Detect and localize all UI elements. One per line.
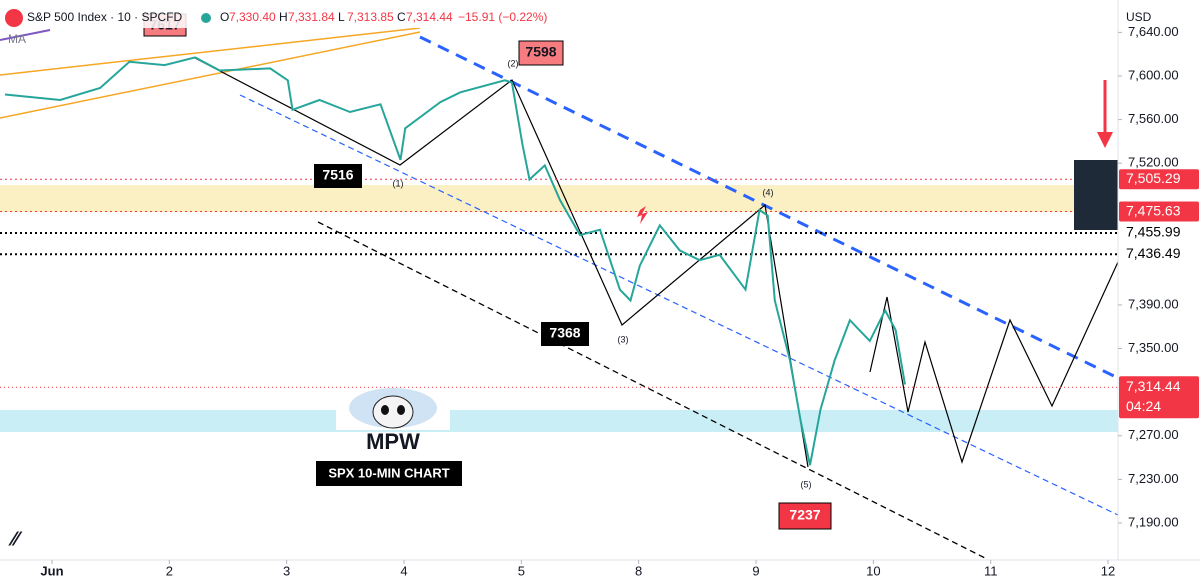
ohlc-label: H (279, 10, 288, 24)
caption: SPX 10-MIN CHART (328, 465, 449, 480)
logo-image (397, 405, 405, 415)
wave-label: (3) (618, 334, 629, 344)
y-tick-label: 7,190.00 (1128, 514, 1179, 529)
x-tick-label: 11 (984, 563, 998, 578)
indicator[interactable]: MA (8, 32, 26, 46)
wave-label: (4) (763, 187, 774, 197)
support-band (0, 410, 1118, 432)
status-dot (201, 13, 211, 23)
caption-box (316, 461, 462, 486)
level-label: 7,436.49 (1126, 245, 1181, 261)
x-tick-label: Jun (40, 563, 63, 578)
header-bg (0, 8, 440, 28)
change: −15.91 (−0.22%) (458, 10, 547, 24)
y-tick-label: 7,390.00 (1128, 296, 1179, 311)
channel-line (0, 31, 421, 119)
arrow (1097, 132, 1113, 148)
last-price-tag (1119, 376, 1199, 419)
ohlc-value: 7,330.40 (229, 10, 276, 24)
x-tick-label: 12 (1101, 563, 1115, 578)
tv-logo: ⁄⁄ (8, 528, 23, 550)
annotation-box (518, 40, 564, 66)
wave-count-line (194, 57, 809, 468)
channel-line (0, 29, 51, 41)
x-tick-label: 9 (752, 563, 759, 578)
ohlc-label: L (338, 10, 345, 24)
ohlc: O 7,330.40 H 7,331.84 L 7,313.85 C 7,314.44 −15.… (220, 10, 547, 24)
level-tag (1119, 222, 1199, 243)
level-tag (1119, 244, 1199, 265)
level-tag (1119, 201, 1199, 222)
channel-line (0, 27, 421, 76)
wave-label: (2) (508, 58, 519, 68)
last-price-label: 7,314.44 (1126, 378, 1181, 394)
wave-label: (5) (801, 479, 812, 489)
ohlc-value: 7,314.44 (406, 10, 453, 24)
symbol-icon (5, 9, 23, 27)
x-tick-label: 4 (400, 563, 407, 578)
x-tick-label: 3 (283, 563, 290, 578)
annotation-box (541, 322, 589, 346)
logo-image (381, 405, 389, 415)
y-tick-label: 7,270.00 (1128, 427, 1179, 442)
y-tick-label: 7,560.00 (1128, 111, 1179, 126)
annotation: 7237 (789, 507, 820, 523)
currency[interactable]: USD (1126, 10, 1152, 24)
plot (0, 56, 1118, 466)
price-line (4, 56, 906, 466)
x-tick-label: 8 (635, 563, 642, 578)
logo-image (372, 395, 414, 429)
y-tick-label: 7,520.00 (1128, 155, 1179, 170)
y-tick-label: 7,600.00 (1128, 67, 1179, 82)
projection-line (869, 261, 1119, 464)
annotation-box (778, 502, 832, 530)
thumbnail (1074, 160, 1118, 230)
level-label: 7,505.29 (1126, 170, 1181, 186)
ohlc-value: 7,331.84 (288, 10, 335, 24)
annotation-box (314, 164, 362, 188)
ohlc-label: C (397, 10, 406, 24)
x-tick-label: 5 (518, 563, 525, 578)
logo-text: MPW (366, 429, 420, 454)
level-label: 7,455.99 (1126, 224, 1181, 240)
symbol[interactable]: S&P 500 Index · 10 · SPCFD (27, 10, 183, 24)
trend-line (317, 221, 986, 559)
y-tick-label: 7,640.00 (1128, 24, 1179, 39)
annotation: 7368 (549, 325, 580, 341)
y-tick-label: 7,230.00 (1128, 471, 1179, 486)
wave-label: (1) (393, 178, 404, 188)
x-tick-label: 10 (866, 563, 880, 578)
trend-line (419, 35, 1119, 380)
level-tag (1119, 169, 1199, 190)
x-tick-label: 2 (166, 563, 173, 578)
countdown: 04:24 (1126, 398, 1161, 414)
annotation: 7516 (322, 167, 353, 183)
ohlc-value: 7,313.85 (347, 10, 394, 24)
trend-line (239, 94, 1119, 516)
level-label: 7,475.63 (1126, 202, 1181, 218)
annotation: 7598 (525, 44, 556, 60)
ohlc-label: O (220, 10, 229, 24)
y-tick-label: 7,350.00 (1128, 340, 1179, 355)
flash-icon (637, 206, 648, 224)
